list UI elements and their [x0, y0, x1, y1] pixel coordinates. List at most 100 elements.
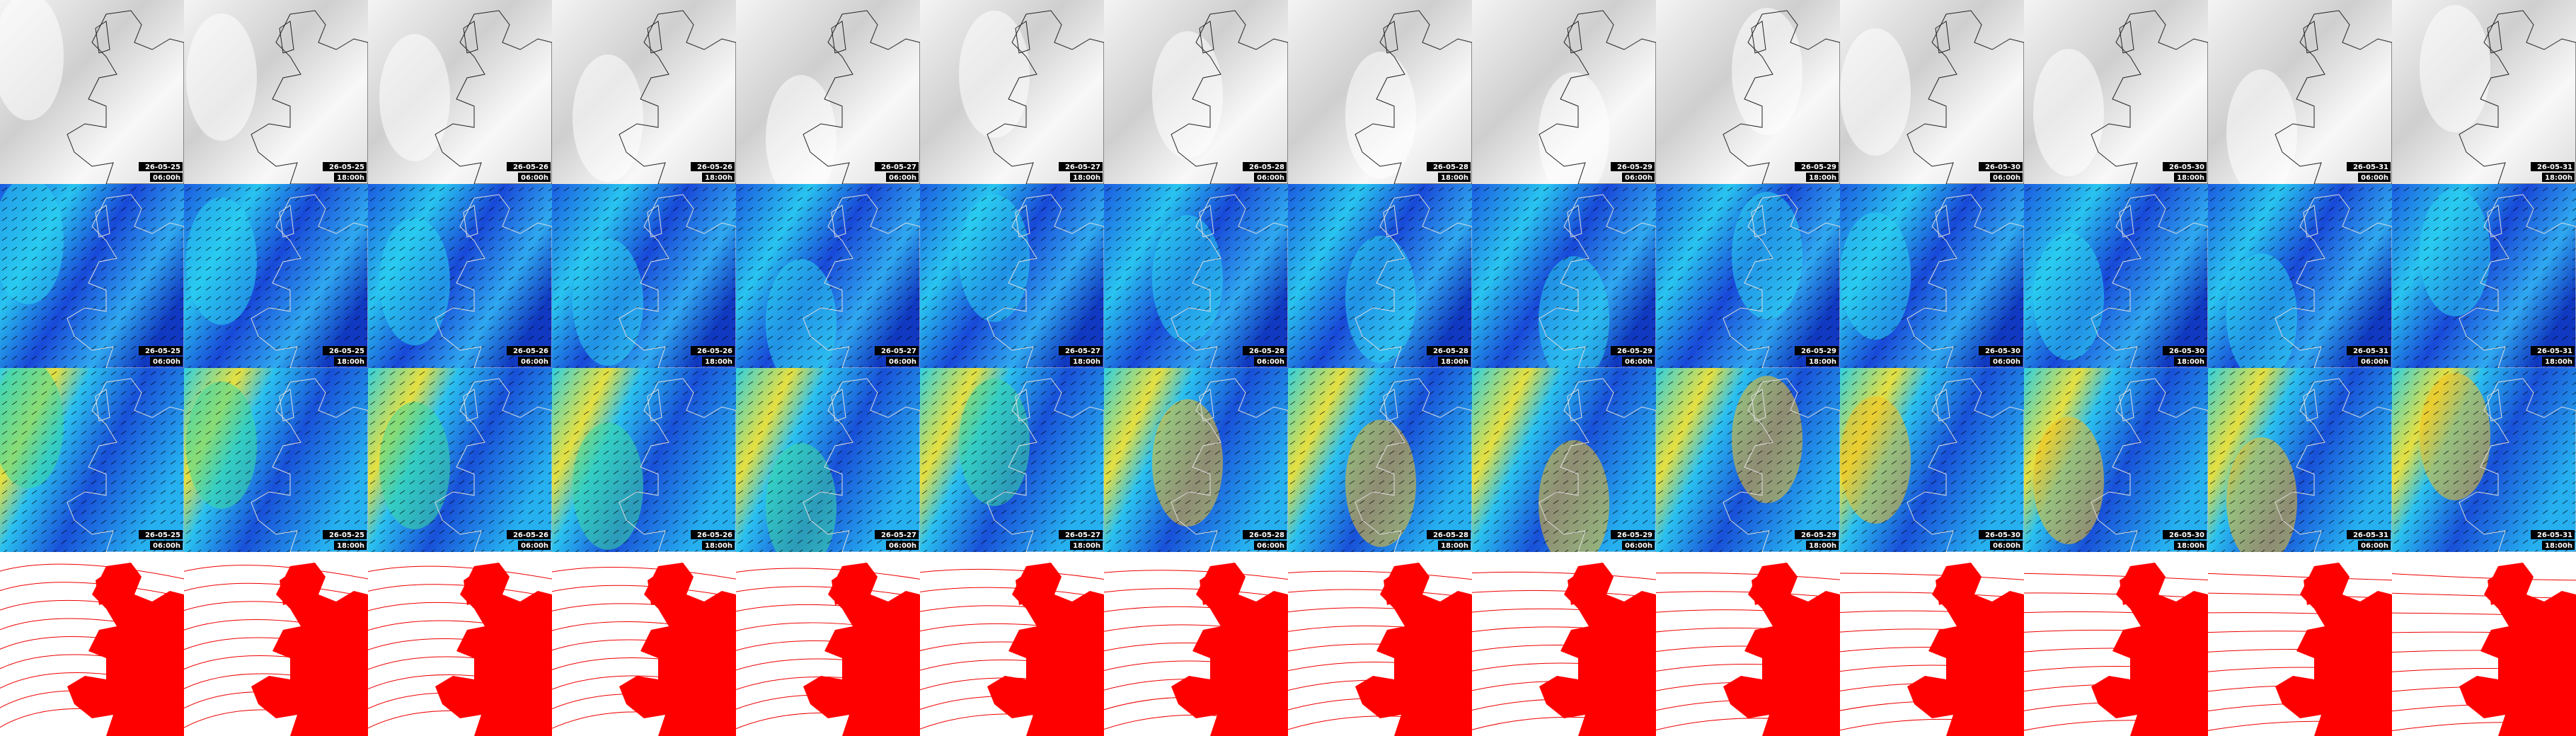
map-panel: 26-05-31 18:00h: [2392, 368, 2576, 552]
label-box: [2174, 541, 2207, 550]
time-label: 18:00h: [2545, 174, 2572, 182]
isobar: [1472, 571, 1656, 580]
feature: [573, 54, 643, 182]
map-panel: [1840, 552, 2024, 736]
map-body: [1840, 0, 2024, 184]
date-label: 26-05-27: [881, 531, 916, 539]
map-body: [184, 552, 368, 736]
map-panel: 26-05-31 06:00h: [2208, 184, 2392, 368]
label-box: [518, 357, 551, 366]
label-box: [2358, 357, 2391, 366]
map-body: [736, 368, 920, 552]
feature: [2420, 5, 2490, 132]
label-box: [1990, 541, 2023, 550]
date-label: 26-05-31: [2353, 347, 2388, 355]
map-body: [2392, 184, 2576, 368]
label-box: [1070, 357, 1103, 366]
map-panel: 26-05-30 18:00h: [2024, 368, 2208, 552]
isobar: [0, 563, 184, 580]
time-label: 06:00h: [1257, 542, 1284, 550]
time-label: 18:00h: [1073, 542, 1100, 550]
map-panel: 26-05-28 06:00h: [1104, 0, 1288, 184]
map-panel: 26-05-27 18:00h: [920, 184, 1104, 368]
date-label: 26-05-28: [1249, 163, 1284, 171]
feature: [766, 75, 836, 184]
label-box: [1254, 541, 1287, 550]
label-box: [139, 346, 183, 355]
time-label: 18:00h: [337, 174, 364, 182]
map-body: [1104, 0, 1288, 184]
map-panel: 26-05-29 18:00h: [1656, 368, 1840, 552]
map-panel: 26-05-28 06:00h: [1104, 368, 1288, 552]
time-label: 18:00h: [1441, 358, 1468, 366]
label-box: [1806, 357, 1839, 366]
map-panel: 26-05-29 06:00h: [1472, 0, 1656, 184]
label-box: [1438, 357, 1471, 366]
label-box: [150, 541, 183, 550]
date-label: 26-05-25: [145, 531, 180, 539]
time-label: 06:00h: [1257, 358, 1284, 366]
map-body: [184, 368, 368, 552]
label-box: [1979, 346, 2023, 355]
map-panel: 26-05-28 06:00h: [1104, 184, 1288, 368]
label-box: [1979, 162, 2023, 171]
date-label: 26-05-26: [697, 163, 732, 171]
label-box: [1795, 530, 1839, 539]
map-panel: [0, 552, 184, 736]
time-label: 06:00h: [1993, 174, 2020, 182]
label-box: [518, 541, 551, 550]
label-box: [2542, 357, 2575, 366]
isobar: [1656, 572, 1840, 580]
map-panel: 26-05-29 06:00h: [1472, 184, 1656, 368]
map-panel: [1656, 552, 1840, 736]
date-label: 26-05-29: [1801, 347, 1836, 355]
date-label: 26-05-27: [881, 163, 916, 171]
time-label: 06:00h: [1625, 174, 1652, 182]
label-box: [1990, 173, 2023, 182]
time-label: 06:00h: [889, 358, 916, 366]
time-label: 06:00h: [1993, 358, 2020, 366]
label-box: [1795, 162, 1839, 171]
label-box: [2163, 162, 2207, 171]
map-panel: 26-05-25 18:00h: [184, 0, 368, 184]
map-panel: 26-05-28 18:00h: [1288, 368, 1472, 552]
time-label: 06:00h: [153, 358, 180, 366]
label-box: [1243, 162, 1287, 171]
map-body: [0, 552, 184, 736]
isobar: [736, 568, 920, 580]
map-panel: 26-05-27 18:00h: [920, 368, 1104, 552]
isobar: [1104, 588, 1288, 599]
map-body: [1840, 552, 2024, 736]
map-body: [2024, 552, 2208, 736]
date-label: 26-05-31: [2353, 531, 2388, 539]
map-panel: 26-05-25 06:00h: [0, 184, 184, 368]
map-panel: 26-05-31 18:00h: [2392, 184, 2576, 368]
label-box: [2174, 173, 2207, 182]
date-label: 26-05-30: [2169, 531, 2204, 539]
map-panel: 26-05-25 06:00h: [0, 0, 184, 184]
map-panel: 26-05-26 06:00h: [368, 0, 552, 184]
label-box: [2531, 530, 2575, 539]
map-body: [736, 184, 920, 368]
map-body: [1104, 368, 1288, 552]
label-box: [1254, 357, 1287, 366]
label-box: [2347, 346, 2391, 355]
label-box: [886, 173, 919, 182]
time-label: 18:00h: [2177, 542, 2204, 550]
map-panel: [2208, 552, 2392, 736]
date-label: 26-05-26: [513, 531, 548, 539]
map-body: [2392, 552, 2576, 736]
time-label: 18:00h: [705, 542, 732, 550]
map-panel: 26-05-27 18:00h: [920, 0, 1104, 184]
map-body: [552, 0, 736, 184]
time-label: 06:00h: [2361, 174, 2388, 182]
label-box: [1990, 357, 2023, 366]
map-body: [1840, 184, 2024, 368]
label-box: [875, 346, 919, 355]
map-body: [1104, 184, 1288, 368]
map-body: [1472, 0, 1656, 184]
isobar: [552, 567, 736, 580]
map-body: [184, 184, 368, 368]
time-label: 06:00h: [889, 174, 916, 182]
